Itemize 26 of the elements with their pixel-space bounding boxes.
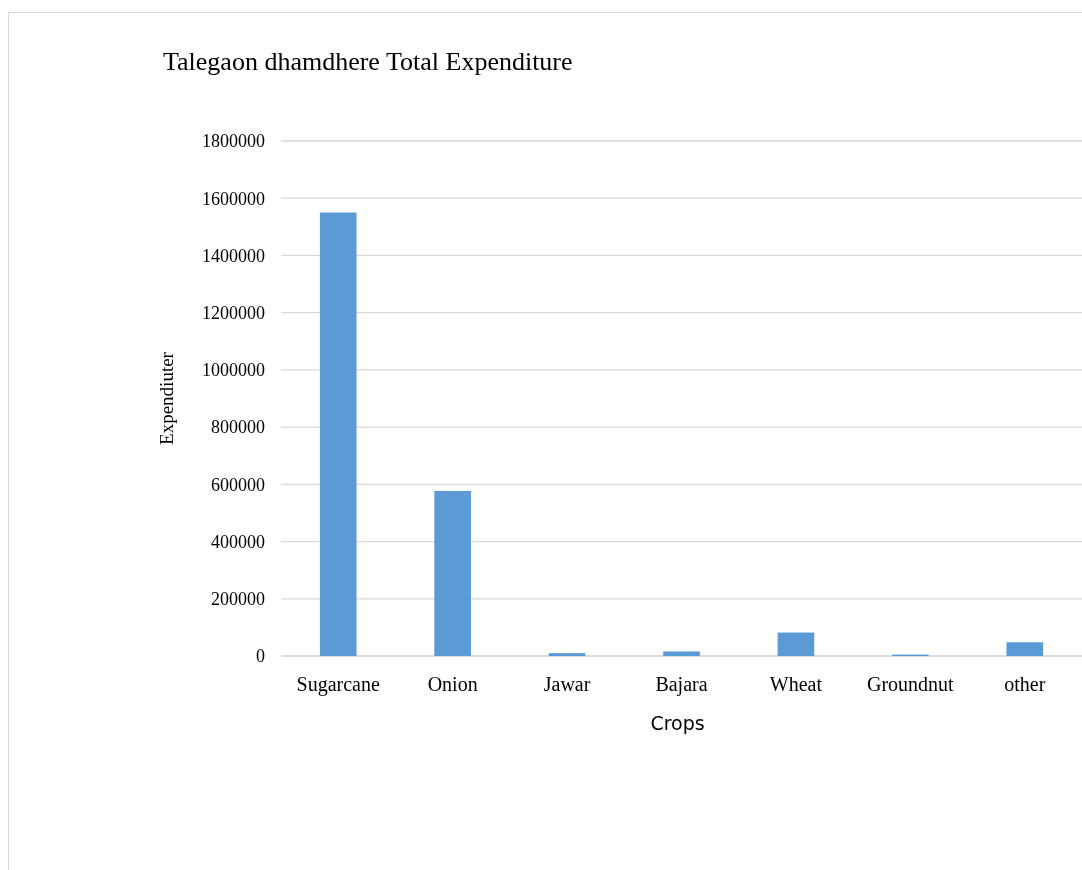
bar — [319, 212, 357, 656]
x-axis-title: Crops — [650, 712, 705, 734]
x-tick-label: Bajara — [655, 673, 708, 696]
y-tick-label: 600000 — [211, 474, 265, 495]
bar — [663, 651, 700, 656]
y-tick-label: 1800000 — [202, 131, 265, 152]
x-tick-label: Onion — [427, 673, 478, 695]
x-tick-label: Groundnut — [867, 673, 955, 695]
x-tick-label: Sugarcane — [296, 673, 380, 696]
y-tick-label: 1200000 — [202, 302, 265, 323]
chart-title: Talegaon dhamdhere Total Expenditure — [163, 47, 573, 76]
bar — [1006, 642, 1044, 656]
y-tick-label: 800000 — [211, 417, 265, 438]
x-tick-label: Wheat — [769, 673, 823, 695]
y-tick-label: 1400000 — [202, 245, 265, 266]
y-tick-label: 200000 — [211, 589, 265, 610]
y-tick-label: 1000000 — [202, 360, 265, 381]
x-tick-label: Jawar — [543, 673, 591, 695]
y-tick-label: 0 — [256, 646, 265, 667]
x-tick-label: other — [1004, 673, 1046, 695]
bar — [777, 632, 815, 656]
y-tick-label: 1600000 — [202, 188, 265, 209]
bar — [548, 653, 586, 656]
bar — [434, 490, 471, 656]
y-tick-label: 400000 — [211, 531, 265, 552]
y-axis-title: Expendiuter — [155, 351, 177, 445]
